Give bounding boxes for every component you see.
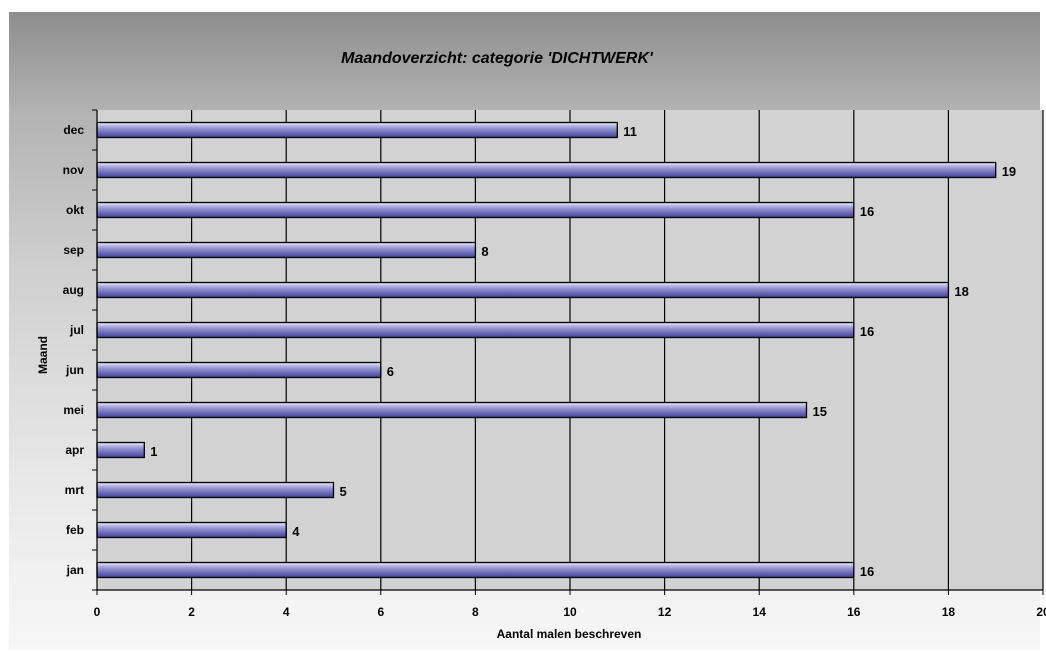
bar-feb bbox=[96, 521, 287, 539]
data-label: 16 bbox=[860, 324, 874, 339]
y-tick-label: okt bbox=[66, 203, 84, 217]
x-tick-label: 16 bbox=[847, 605, 861, 619]
y-tick-label: nov bbox=[63, 163, 85, 177]
x-tick-label: 14 bbox=[753, 605, 767, 619]
axes: 02468101214161820janfebmrtaprmeijunjulau… bbox=[63, 109, 1046, 619]
x-tick-label: 0 bbox=[94, 605, 101, 619]
data-label: 4 bbox=[292, 524, 300, 539]
x-tick-label: 4 bbox=[283, 605, 290, 619]
x-tick-label: 2 bbox=[188, 605, 195, 619]
data-label: 5 bbox=[340, 484, 347, 499]
data-label: 8 bbox=[481, 244, 488, 259]
bar-jul bbox=[96, 321, 855, 339]
x-tick-label: 18 bbox=[942, 605, 956, 619]
data-label: 11 bbox=[623, 124, 637, 139]
bar-jun bbox=[96, 361, 382, 379]
grid-lines bbox=[191, 110, 1044, 590]
bar-sep bbox=[96, 241, 477, 259]
y-tick-label: aug bbox=[63, 283, 84, 297]
data-label: 16 bbox=[860, 564, 874, 579]
bar-apr bbox=[96, 441, 145, 459]
x-tick-label: 8 bbox=[472, 605, 479, 619]
data-label: 1 bbox=[150, 444, 157, 459]
data-label: 18 bbox=[954, 284, 968, 299]
x-tick-label: 12 bbox=[658, 605, 672, 619]
bar-jan bbox=[96, 561, 855, 579]
bar-mei bbox=[96, 401, 808, 419]
bar-nov bbox=[96, 161, 997, 179]
x-axis-title: Aantal malen beschreven bbox=[497, 627, 642, 641]
data-label: 15 bbox=[813, 404, 827, 419]
y-tick-label: mrt bbox=[65, 483, 84, 497]
chart-title: Maandoverzicht: categorie 'DICHTWERK' bbox=[341, 50, 654, 67]
y-tick-label: sep bbox=[63, 243, 84, 257]
bar-okt bbox=[96, 201, 855, 219]
bar-dec bbox=[96, 121, 618, 139]
y-tick-label: dec bbox=[63, 123, 84, 137]
y-tick-label: apr bbox=[65, 443, 84, 457]
y-tick-label: feb bbox=[66, 523, 84, 537]
y-tick-label: jun bbox=[65, 363, 84, 377]
y-tick-label: mei bbox=[63, 403, 84, 417]
y-tick-label: jul bbox=[69, 323, 84, 337]
data-label: 19 bbox=[1002, 164, 1016, 179]
bar-aug bbox=[96, 281, 950, 299]
data-label: 16 bbox=[860, 204, 874, 219]
y-axis-title: Maand bbox=[36, 336, 50, 374]
bar-mrt bbox=[96, 481, 335, 499]
y-tick-label: jan bbox=[66, 563, 84, 577]
bars: 16 4 5 1 15 6 16 18 8 16 19 11 bbox=[96, 121, 1016, 579]
data-label: 6 bbox=[387, 364, 394, 379]
x-tick-label: 10 bbox=[563, 605, 577, 619]
x-tick-label: 6 bbox=[377, 605, 384, 619]
x-tick-label: 20 bbox=[1036, 605, 1046, 619]
